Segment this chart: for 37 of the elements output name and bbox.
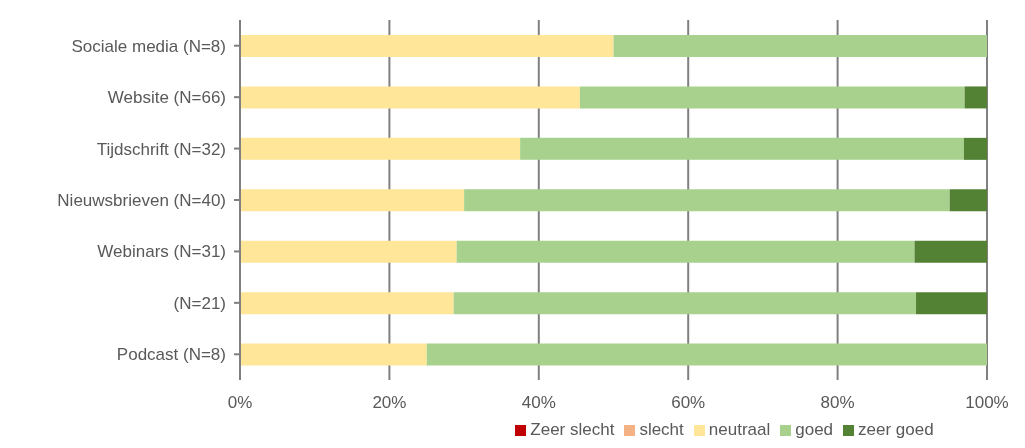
y-tick-label: Sociale media (N=8)	[71, 36, 226, 56]
bar	[240, 35, 614, 57]
bar	[453, 292, 917, 315]
bar	[240, 137, 521, 160]
bar	[963, 137, 987, 160]
bar	[240, 343, 427, 366]
y-tick-label: Nieuwsbrieven (N=40)	[57, 191, 226, 211]
legend-label: neutraal	[708, 420, 771, 439]
bar	[240, 86, 580, 109]
bar	[456, 240, 915, 263]
bar	[240, 292, 454, 315]
bar	[240, 240, 457, 263]
y-tick-label: Website (N=66)	[107, 88, 226, 108]
x-tick-label: 80%	[820, 393, 855, 413]
legend-label: goed	[795, 420, 834, 439]
bar	[240, 189, 465, 212]
legend-label: Zeer slecht	[530, 420, 615, 439]
bar	[579, 86, 965, 109]
bar	[914, 240, 987, 263]
x-tick-label: 20%	[372, 393, 407, 413]
bar	[949, 189, 987, 212]
legend-label: slecht	[639, 420, 684, 439]
bar	[613, 35, 987, 57]
y-tick-label: Webinars (N=31)	[97, 242, 226, 262]
bar	[916, 292, 987, 315]
y-tick-label: Tijdschrift (N=32)	[96, 139, 226, 159]
x-tick-label: 60%	[671, 393, 706, 413]
bar	[464, 189, 950, 212]
y-tick-label: (N=21)	[173, 293, 226, 313]
x-tick-label: 0%	[227, 393, 253, 413]
bar	[426, 343, 987, 366]
x-tick-label: 100%	[965, 393, 1009, 413]
bar	[520, 137, 964, 160]
y-tick-label: Podcast (N=8)	[116, 345, 226, 365]
legend-label: zeer goed	[858, 420, 934, 439]
x-tick-label: 40%	[521, 393, 556, 413]
bar	[964, 86, 987, 109]
